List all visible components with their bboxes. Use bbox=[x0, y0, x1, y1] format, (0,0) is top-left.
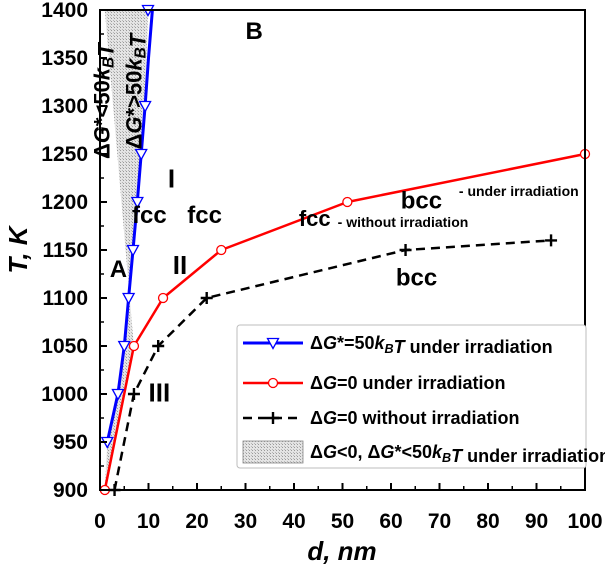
legend-swatch bbox=[242, 440, 304, 464]
legend-label: ΔG<0, ΔG*<50kBT under irradiation bbox=[310, 442, 605, 466]
series-2-marker bbox=[157, 292, 169, 304]
x-tick-label: 60 bbox=[379, 510, 402, 533]
legend: ΔG*=50kBT under irradiation ΔG=0 under ir… bbox=[236, 324, 605, 469]
legend-marker bbox=[267, 412, 279, 424]
x-tick-label: 20 bbox=[185, 510, 208, 533]
series-2-marker bbox=[128, 340, 140, 352]
annotation: bcc bbox=[401, 188, 442, 215]
series-3-marker bbox=[399, 244, 412, 256]
y-tick-label: 1300 bbox=[41, 95, 88, 118]
series-1-marker bbox=[111, 388, 125, 401]
x-tick-label: 50 bbox=[331, 510, 354, 533]
y-tick-label: 1200 bbox=[41, 191, 88, 214]
shaded-region bbox=[104, 10, 148, 490]
x-tick-label: 100 bbox=[567, 510, 602, 533]
annotation: A bbox=[110, 256, 127, 283]
annotation: - under irradiation bbox=[459, 183, 579, 199]
series-1-marker bbox=[138, 100, 152, 113]
annotation: B bbox=[246, 18, 263, 45]
legend-marker bbox=[266, 337, 280, 350]
vertical-label: ΔG*<50kBT bbox=[90, 42, 119, 159]
y-tick-label: 900 bbox=[53, 479, 88, 502]
series-3-marker bbox=[127, 388, 140, 400]
legend-label: ΔG=0 without irradiation bbox=[310, 408, 519, 428]
annotation: fcc bbox=[187, 202, 222, 229]
annotation: II bbox=[173, 250, 187, 280]
legend-box bbox=[236, 324, 587, 469]
x-tick-label: 0 bbox=[94, 510, 106, 533]
annotation: - without irradiation bbox=[338, 214, 469, 230]
y-tick-label: 1150 bbox=[42, 239, 88, 262]
annotation: fcc bbox=[299, 206, 331, 231]
x-tick-label: 40 bbox=[282, 510, 305, 533]
legend-marker bbox=[267, 377, 279, 389]
series-2-marker bbox=[216, 244, 227, 256]
x-tick-label: 70 bbox=[428, 510, 451, 533]
legend-label: ΔG*=50kBT under irradiation bbox=[310, 333, 553, 357]
annotation: fcc bbox=[132, 202, 167, 229]
series-1-marker bbox=[126, 244, 140, 257]
legend-label: ΔG=0 under irradiation bbox=[310, 373, 506, 393]
y-axis-label: T, K bbox=[3, 224, 33, 273]
series-line-3 bbox=[113, 239, 552, 491]
x-tick-label: 30 bbox=[234, 510, 257, 533]
annotation: III bbox=[149, 378, 171, 408]
series-2-marker bbox=[342, 196, 353, 208]
series-line-1 bbox=[105, 9, 154, 443]
series-line-2 bbox=[103, 152, 586, 491]
annotation: bcc bbox=[396, 265, 437, 292]
y-tick-label: 1000 bbox=[41, 383, 88, 406]
series-3-marker bbox=[152, 340, 165, 352]
x-axis-label: d, nm bbox=[307, 536, 376, 566]
series-1-marker bbox=[122, 292, 136, 305]
series-1-marker bbox=[117, 340, 131, 353]
y-tick-label: 1250 bbox=[41, 143, 88, 166]
series-1-marker bbox=[134, 148, 148, 161]
vertical-label: ΔG*>50kBT bbox=[122, 32, 151, 149]
y-tick-label: 1050 bbox=[41, 335, 88, 358]
x-tick-label: 10 bbox=[137, 510, 160, 533]
series-3-marker bbox=[545, 234, 558, 247]
annotation: I bbox=[168, 164, 175, 194]
series-1-marker bbox=[130, 196, 144, 209]
x-tick-label: 80 bbox=[476, 510, 499, 533]
y-tick-label: 1350 bbox=[41, 47, 88, 70]
y-tick-label: 950 bbox=[53, 431, 88, 454]
x-tick-label: 90 bbox=[525, 510, 548, 533]
y-tick-label: 1100 bbox=[42, 287, 88, 310]
y-tick-label: 1400 bbox=[41, 0, 88, 22]
series-3-marker bbox=[200, 292, 213, 304]
